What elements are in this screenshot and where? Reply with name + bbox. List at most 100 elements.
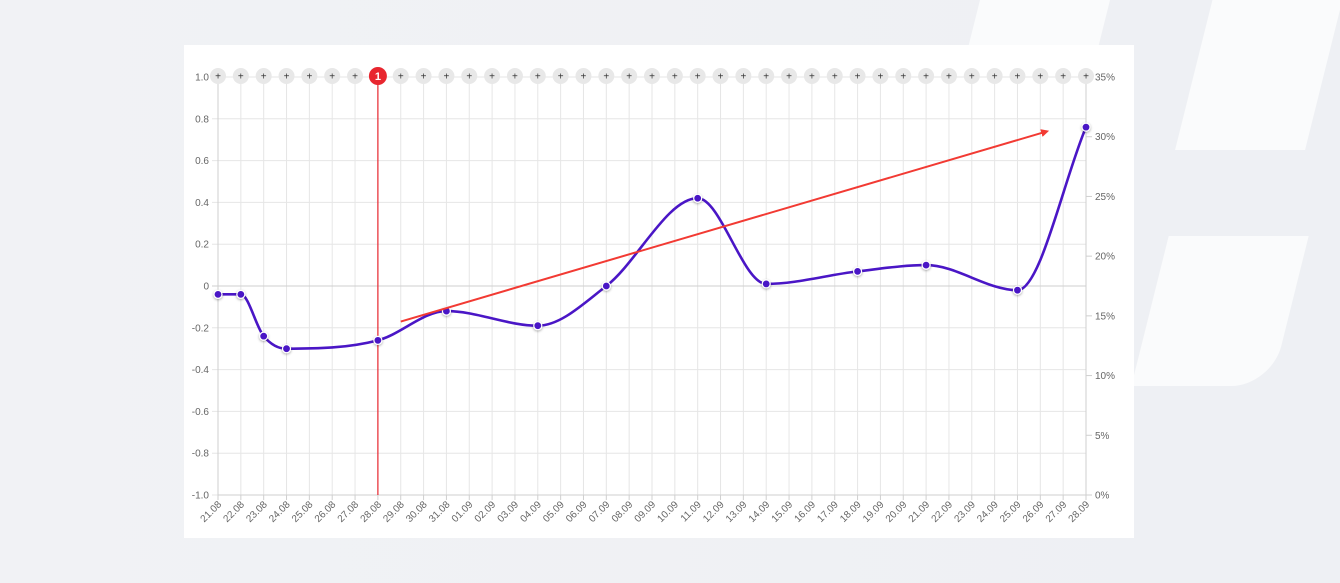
add-annotation-button-bg: [689, 68, 706, 84]
event-marker-badge[interactable]: 1: [368, 67, 387, 85]
add-annotation-button-bg: [803, 68, 820, 84]
add-annotation-button-bg: [461, 68, 478, 84]
plus-icon: +: [352, 72, 358, 83]
add-annotation-button[interactable]: +: [529, 68, 546, 84]
add-annotation-button-bg: [1032, 68, 1049, 84]
add-annotation-button-bg: [232, 68, 249, 84]
add-annotation-button[interactable]: +: [666, 68, 683, 84]
background-shape-right-bottom: [1131, 236, 1309, 386]
x-axis-tick-label: 31.08: [427, 499, 453, 525]
add-annotation-button[interactable]: +: [575, 68, 592, 84]
x-axis-tick-label: 22.09: [930, 499, 956, 525]
left-axis-tick-label: -0.8: [192, 449, 210, 460]
x-axis-tick-label: 24.08: [267, 499, 293, 525]
add-annotation-button[interactable]: +: [255, 68, 272, 84]
add-annotation-button[interactable]: +: [232, 68, 249, 84]
data-point: [259, 331, 269, 341]
plus-icon: +: [626, 72, 632, 83]
add-annotation-button-bg: [872, 68, 889, 84]
add-annotation-button[interactable]: +: [392, 68, 409, 84]
add-annotation-button[interactable]: +: [758, 68, 775, 84]
add-annotation-button[interactable]: +: [438, 68, 455, 84]
add-annotation-button-bg: [438, 68, 455, 84]
add-annotation-button[interactable]: +: [644, 68, 660, 84]
add-annotation-button[interactable]: +: [324, 68, 341, 84]
add-annotation-button[interactable]: +: [963, 68, 980, 84]
plus-icon: +: [718, 72, 724, 83]
plus-icon: +: [672, 72, 678, 83]
add-annotation-button[interactable]: +: [1032, 68, 1049, 84]
add-annotation-button[interactable]: +: [506, 68, 523, 84]
add-annotation-button-bg: [621, 68, 638, 84]
add-annotation-button[interactable]: +: [598, 68, 615, 84]
x-axis-tick-label: 23.09: [952, 499, 978, 525]
add-annotation-button[interactable]: +: [918, 68, 935, 84]
x-axis-tick-label: 04.09: [518, 499, 544, 525]
add-annotation-button-bg: [1055, 68, 1072, 84]
add-annotation-button[interactable]: +: [940, 68, 957, 84]
add-annotation-button[interactable]: +: [461, 68, 478, 84]
x-axis-tick-label: 17.09: [815, 499, 841, 525]
add-annotation-button[interactable]: +: [210, 68, 226, 84]
x-axis-tick-label: 12.09: [701, 499, 727, 525]
add-annotation-button[interactable]: +: [895, 68, 912, 84]
x-axis-tick-label: 28.08: [359, 499, 385, 525]
add-annotation-button-bg: [781, 68, 798, 84]
right-axis-tick-label: 10%: [1095, 371, 1115, 382]
x-axis-tick-label: 07.09: [587, 499, 613, 525]
add-annotation-button-bg: [552, 68, 569, 84]
add-annotation-button[interactable]: +: [1078, 68, 1094, 84]
x-axis-tick-label: 18.09: [838, 499, 864, 525]
add-annotation-button-bg: [255, 68, 272, 84]
add-annotation-button[interactable]: +: [621, 68, 638, 84]
add-annotation-button[interactable]: +: [735, 68, 752, 84]
add-annotation-button[interactable]: +: [1009, 68, 1026, 84]
data-point: [921, 260, 931, 270]
x-axis-tick-label: 21.08: [199, 499, 225, 525]
add-annotation-button-bg: [392, 68, 409, 84]
left-axis-tick-label: 0.4: [195, 198, 209, 209]
x-axis-tick-label: 27.09: [1044, 499, 1070, 525]
plus-icon: +: [306, 72, 312, 83]
plus-icon: +: [284, 72, 290, 83]
add-annotation-button-bg: [210, 68, 226, 84]
right-axis-tick-label: 0%: [1095, 491, 1110, 502]
add-annotation-button[interactable]: +: [781, 68, 798, 84]
plus-icon: +: [421, 72, 427, 83]
plus-icon: +: [1083, 72, 1089, 83]
series-line: [216, 125, 1088, 350]
add-annotation-button[interactable]: +: [826, 68, 843, 84]
add-annotation-button[interactable]: +: [415, 68, 432, 84]
background-shape-top: [967, 0, 1113, 50]
add-annotation-button[interactable]: +: [986, 68, 1003, 84]
add-annotation-button-bg: [895, 68, 912, 84]
event-marker-badge-bg: [368, 67, 387, 85]
data-point: [236, 289, 246, 299]
add-annotation-button[interactable]: +: [849, 68, 866, 84]
plus-icon: +: [809, 72, 815, 83]
left-axis-tick-label: -0.4: [192, 365, 210, 376]
add-annotation-button-bg: [918, 68, 935, 84]
add-annotation-button[interactable]: +: [552, 68, 569, 84]
data-point: [693, 193, 703, 203]
data-point: [281, 344, 292, 354]
add-annotation-button[interactable]: +: [1055, 68, 1072, 84]
add-annotation-button[interactable]: +: [301, 68, 318, 84]
x-axis-tick-label: 28.09: [1067, 499, 1093, 525]
add-annotation-button[interactable]: +: [278, 68, 295, 84]
add-annotation-button[interactable]: +: [872, 68, 889, 84]
plus-icon: +: [786, 72, 792, 83]
add-annotation-button-bg: [963, 68, 980, 84]
plus-icon: +: [603, 72, 609, 83]
add-annotation-button[interactable]: +: [484, 68, 501, 84]
add-annotation-button-bg: [529, 68, 546, 84]
add-annotation-button[interactable]: +: [803, 68, 820, 84]
add-annotation-button[interactable]: +: [689, 68, 706, 84]
add-annotation-button[interactable]: +: [712, 68, 729, 84]
plus-icon: +: [215, 72, 221, 83]
x-axis-tick-label: 14.09: [747, 499, 773, 525]
add-annotation-button[interactable]: +: [347, 68, 364, 84]
plus-icon: +: [946, 72, 952, 83]
x-axis-tick-label: 13.09: [724, 499, 750, 525]
right-axis-tick-label: 25%: [1095, 192, 1115, 203]
